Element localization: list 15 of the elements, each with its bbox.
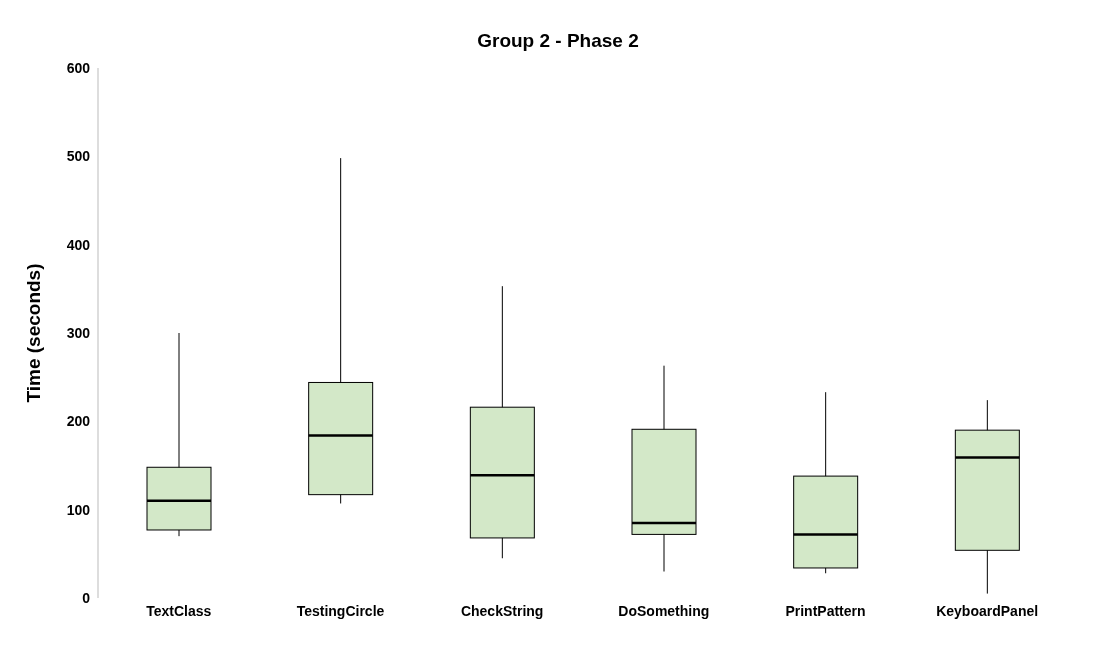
y-tick-label: 200 [66,413,91,430]
x-tick-label: TextClass [146,602,212,619]
x-tick-label: KeyboardPanel [936,602,1039,619]
y-tick-label: 500 [66,148,91,165]
y-axis-title: Time (seconds) [22,263,44,403]
x-tick-label: PrintPattern [785,602,866,619]
y-tick-label: 600 [66,59,91,76]
x-tick-label: DoSomething [618,602,710,619]
y-tick-label: 0 [82,589,91,606]
y-tick-label: 300 [66,324,91,341]
x-tick-label: TestingCircle [296,602,385,619]
chart-title: Group 2 - Phase 2 [476,29,640,53]
y-tick-label: 400 [66,236,91,253]
x-tick-label: CheckString [460,602,544,619]
y-tick-label: 100 [66,501,91,518]
